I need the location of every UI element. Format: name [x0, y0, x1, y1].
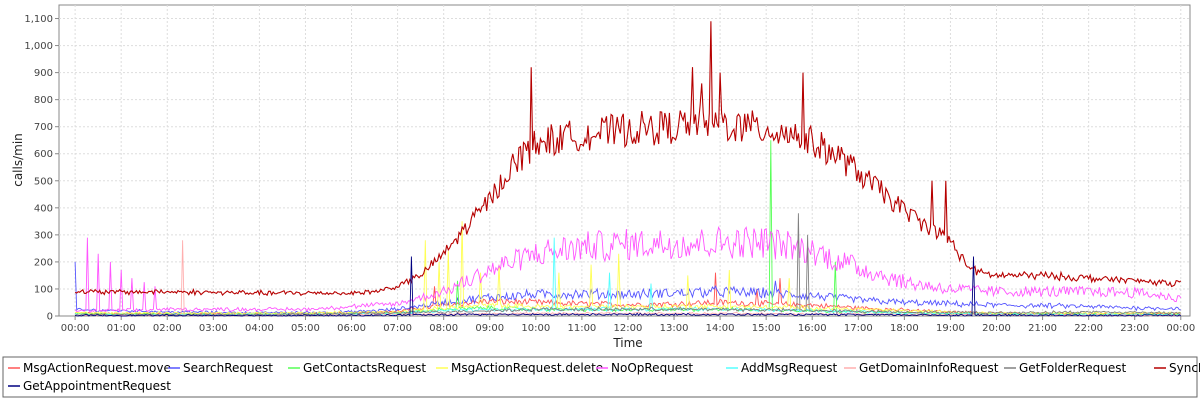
x-tick-label: 05:00: [291, 323, 320, 334]
legend-item-label: MsgActionRequest.delete: [451, 361, 603, 375]
plot-area: [58, 4, 1191, 317]
x-tick-label: 08:00: [429, 323, 458, 334]
x-tick-label: 02:00: [153, 323, 182, 334]
grid-lines: [59, 5, 1190, 316]
x-tick-label: 01:00: [107, 323, 136, 334]
legend-item-label: GetDomainInfoRequest: [859, 361, 999, 375]
x-tick-label: 20:00: [982, 323, 1011, 334]
y-axis-ticks: 0 100 200 300 400 500 600 700 800 900 1,000 1,100: [24, 14, 59, 323]
x-axis-title: Time: [612, 336, 642, 350]
legend-item-label: SyncRequest: [1169, 361, 1200, 375]
x-tick-label: 19:00: [936, 323, 965, 334]
series-line-getappointmentrequest: [74, 256, 1182, 317]
legend-box: [2, 356, 1198, 398]
x-tick-label: 09:00: [475, 323, 504, 334]
y-tick-label: 1,100: [24, 14, 53, 25]
series-line-msgactionrequest-delete: [74, 221, 1181, 316]
y-tick-label: 300: [34, 230, 53, 241]
x-tick-label: 21:00: [1028, 323, 1057, 334]
x-tick-label: 00:00: [61, 323, 90, 334]
x-tick-label: 07:00: [383, 323, 412, 334]
series-lines: [74, 21, 1182, 317]
y-tick-label: 500: [34, 176, 53, 187]
x-axis-ticks: 00:00 01:00 02:00 03:00 04:00 05:00 06:00 07:00…: [61, 316, 1195, 334]
y-tick-label: 700: [34, 122, 53, 133]
legend-item-label: AddMsgRequest: [741, 361, 837, 375]
x-tick-label: 14:00: [706, 323, 735, 334]
y-tick-label: 100: [34, 284, 53, 295]
series-line-getfolderrequest: [74, 213, 1181, 317]
y-tick-label: 1,000: [24, 41, 53, 52]
legend-item-label: NoOpRequest: [611, 361, 693, 375]
y-tick-label: 800: [34, 95, 53, 106]
y-axis-title: calls/min: [11, 133, 25, 187]
x-tick-label: 23:00: [1120, 323, 1149, 334]
y-tick-label: 200: [34, 257, 53, 268]
y-tick-label: 0: [47, 312, 53, 323]
x-tick-label: 17:00: [844, 323, 873, 334]
legend-item-label: SearchRequest: [183, 361, 273, 375]
x-tick-label: 22:00: [1074, 323, 1103, 334]
x-tick-label: 11:00: [567, 323, 596, 334]
legend-item-label: MsgActionRequest.move: [23, 361, 171, 375]
x-tick-label: 16:00: [798, 323, 827, 334]
x-tick-label: 10:00: [521, 323, 550, 334]
x-tick-label: 04:00: [245, 323, 274, 334]
legend: MsgActionRequest.move SearchRequest GetCon…: [8, 361, 1200, 393]
legend-item-label: GetAppointmentRequest: [23, 379, 171, 393]
x-tick-label: 13:00: [660, 323, 689, 334]
x-tick-label: 15:00: [752, 323, 781, 334]
y-tick-label: 600: [34, 149, 53, 160]
legend-item-label: GetContactsRequest: [303, 361, 426, 375]
x-tick-label: 18:00: [890, 323, 919, 334]
series-line-syncrequest: [74, 21, 1182, 297]
y-tick-label: 900: [34, 68, 53, 79]
x-tick-label: 00:00: [1166, 323, 1195, 334]
x-tick-label: 12:00: [614, 323, 643, 334]
x-tick-label: 03:00: [199, 323, 228, 334]
series-line-nooprequest: [74, 226, 1182, 314]
x-tick-label: 06:00: [337, 323, 366, 334]
y-tick-label: 400: [34, 203, 53, 214]
legend-item-label: GetFolderRequest: [1019, 361, 1127, 375]
